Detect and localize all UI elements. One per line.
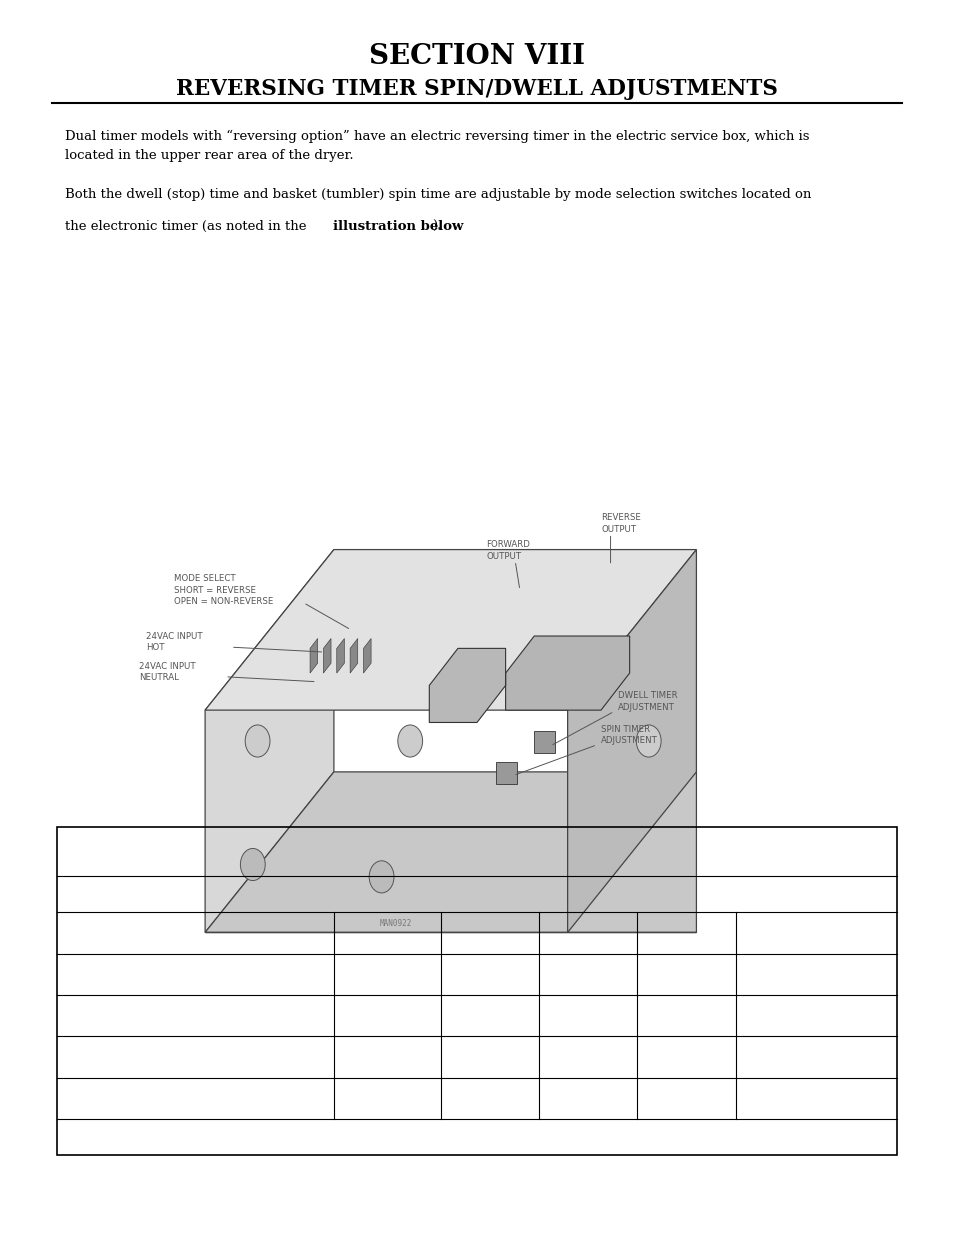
- Polygon shape: [336, 638, 344, 673]
- Text: MODE SELECT
SHORT = REVERSE
OPEN = NON-REVERSE: MODE SELECT SHORT = REVERSE OPEN = NON-R…: [173, 574, 273, 606]
- Text: REVERSING TIMER SPIN/DWELL ADJUSTMENTS: REVERSING TIMER SPIN/DWELL ADJUSTMENTS: [176, 78, 777, 100]
- Text: SECTION VIII: SECTION VIII: [369, 43, 584, 70]
- Text: illustration below: illustration below: [333, 220, 463, 233]
- Circle shape: [369, 861, 394, 893]
- Text: 24VAC INPUT
HOT: 24VAC INPUT HOT: [146, 632, 202, 652]
- Polygon shape: [205, 550, 334, 932]
- Polygon shape: [350, 638, 357, 673]
- Circle shape: [636, 725, 660, 757]
- Polygon shape: [205, 550, 696, 710]
- Polygon shape: [567, 550, 696, 932]
- Text: Dual timer models with “reversing option” have an electric reversing timer in th: Dual timer models with “reversing option…: [65, 130, 808, 162]
- Bar: [534, 731, 555, 753]
- Polygon shape: [505, 636, 629, 710]
- Polygon shape: [363, 638, 371, 673]
- Text: FORWARD
OUTPUT: FORWARD OUTPUT: [486, 540, 530, 561]
- Text: the electronic timer (as noted in the: the electronic timer (as noted in the: [65, 220, 311, 233]
- Text: SPIN TIMER
ADJUSTMENT: SPIN TIMER ADJUSTMENT: [600, 725, 658, 745]
- Bar: [496, 762, 517, 784]
- Circle shape: [245, 725, 270, 757]
- Text: DWELL TIMER
ADJUSTMENT: DWELL TIMER ADJUSTMENT: [618, 692, 677, 711]
- Polygon shape: [429, 648, 505, 722]
- Polygon shape: [323, 638, 331, 673]
- Circle shape: [240, 848, 265, 881]
- Polygon shape: [310, 638, 317, 673]
- Polygon shape: [205, 772, 696, 932]
- Text: MAN0922: MAN0922: [379, 919, 412, 929]
- Text: ).: ).: [432, 220, 441, 233]
- Text: 24VAC INPUT
NEUTRAL: 24VAC INPUT NEUTRAL: [139, 662, 195, 682]
- Bar: [57, 827, 896, 1155]
- Text: Both the dwell (stop) time and basket (tumbler) spin time are adjustable by mode: Both the dwell (stop) time and basket (t…: [65, 188, 810, 201]
- Text: REVERSE
OUTPUT: REVERSE OUTPUT: [600, 513, 640, 534]
- Circle shape: [397, 725, 422, 757]
